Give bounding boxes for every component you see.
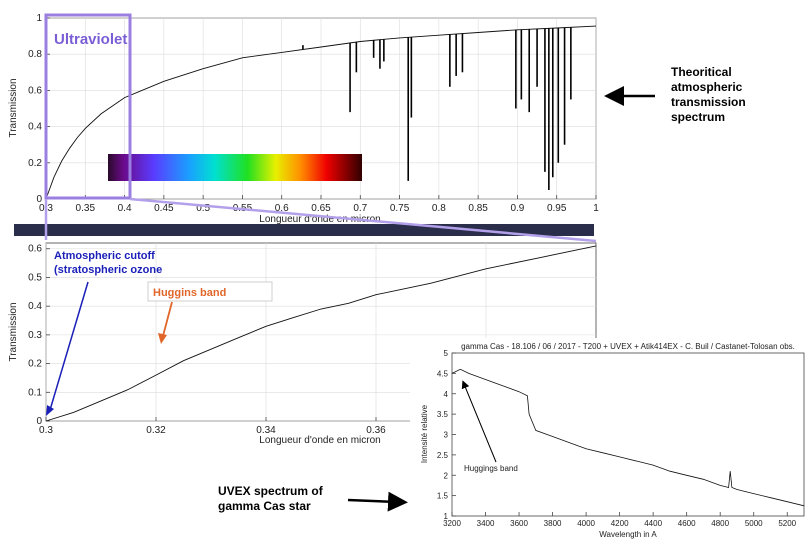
uvex-ytick-label: 3 — [444, 431, 449, 440]
huggins-label-box — [147, 281, 273, 302]
zoom-ytick-label: 0 — [36, 416, 42, 427]
zoom-xtick-label: 0.36 — [366, 425, 386, 436]
uvex-line1: UVEX spectrum of — [218, 484, 324, 498]
top-ylabel: Transmission — [8, 78, 19, 137]
top-xtick-label: 0.9 — [510, 203, 524, 214]
zoom-xtick-label: 0.32 — [146, 425, 166, 436]
uvex-xtick-label: 4200 — [611, 519, 629, 528]
huggings-label: Huggings band — [464, 464, 518, 473]
uvex-line2: gamma Cas star — [218, 499, 311, 513]
top-ytick-label: 1 — [36, 13, 42, 24]
zoom-ytick-label: 0.3 — [28, 330, 42, 341]
top-xtick-label: 0.65 — [311, 203, 331, 214]
top-xtick-label: 0.8 — [432, 203, 446, 214]
uvex-xtick-label: 4000 — [577, 519, 595, 528]
huggins-label: Huggins band — [153, 287, 226, 299]
top-xtick-label: 0.6 — [275, 203, 289, 214]
top-xlabel: Longueur d'onde en micron — [259, 214, 380, 225]
huggins-arrow — [162, 301, 173, 337]
zoom-ytick-label: 0.1 — [28, 387, 42, 398]
cutoff-arrow — [49, 281, 89, 411]
uvex-series-line — [451, 368, 805, 507]
top-transmission-line — [45, 25, 597, 200]
uvex-xtick-label: 3600 — [510, 519, 528, 528]
cutoff-line1: Atmospheric cutoff — [54, 250, 155, 262]
uvex-ytick-label: 4.5 — [437, 369, 449, 378]
top-xtick-label: 0.85 — [468, 203, 488, 214]
ultraviolet-label: Ultraviolet — [54, 31, 127, 48]
uvex-xtick-label: 3400 — [477, 519, 495, 528]
uvex-xtick-label: 4400 — [644, 519, 662, 528]
theoretical-line1: Theoritical — [671, 65, 732, 79]
top-xtick-label: 0.35 — [76, 203, 96, 214]
zoom-xtick-label: 0.34 — [256, 425, 276, 436]
top-chart: 0.30.350.40.450.50.550.60.650.70.750.80.… — [8, 13, 599, 225]
theoretical-line4: spectrum — [671, 110, 725, 124]
uvex-ytick-label: 1.5 — [437, 492, 449, 501]
zoom-series-line — [45, 245, 597, 422]
zoom-connector-line — [129, 197, 597, 243]
uvex-xlabel: Wavelength in A — [599, 530, 657, 539]
huggings-arrow — [461, 380, 497, 463]
uvex-chart: gamma Cas - 18.106 / 06 / 2017 - T200 + … — [410, 338, 810, 543]
zoom-ytick-label: 0.5 — [28, 272, 42, 283]
top-xtick-label: 0.95 — [547, 203, 567, 214]
top-ytick-label: 0.4 — [28, 122, 42, 133]
zoom-xlabel: Longueur d'onde en micron — [259, 435, 380, 446]
top-ytick-label: 0 — [36, 194, 42, 205]
uvex-xtick-label: 5000 — [745, 519, 763, 528]
top-xtick-label: 1 — [593, 203, 599, 214]
top-xtick-label: 0.4 — [118, 203, 132, 214]
zoom-ylabel: Transmission — [8, 302, 19, 361]
zoom-ytick-label: 0.6 — [28, 244, 42, 255]
theoretical-line3: transmission — [671, 95, 746, 109]
top-xtick-label: 0.7 — [353, 203, 367, 214]
uvex-arrow — [347, 491, 408, 512]
cutoff-line2: (stratospheric ozone — [54, 264, 162, 276]
top-ytick-label: 0.2 — [28, 158, 42, 169]
uvex-xtick-label: 4800 — [711, 519, 729, 528]
zoom-xtick-label: 0.3 — [39, 425, 53, 436]
zoom-transmission-line — [45, 245, 597, 422]
huggins-arrowhead — [158, 333, 167, 344]
top-xtick-label: 0.5 — [196, 203, 210, 214]
top-xtick-label: 0.75 — [390, 203, 410, 214]
cutoff-annotation: Atmospheric cutoff (stratospheric ozone — [46, 250, 162, 416]
uvex-ytick-label: 1 — [444, 512, 449, 521]
cutoff-arrowhead — [46, 405, 54, 416]
zoom-ytick-label: 0.2 — [28, 359, 42, 370]
visible-spectrum-bar — [108, 154, 362, 181]
uvex-ytick-label: 4 — [444, 390, 449, 399]
zoom-ytick-label: 0.4 — [28, 301, 42, 312]
uvex-plot-area — [451, 352, 805, 517]
uvex-title: gamma Cas - 18.106 / 06 / 2017 - T200 + … — [461, 342, 795, 351]
ultraviolet-highlight-box — [44, 13, 132, 200]
uvex-ylabel: Intensité relative — [420, 404, 429, 463]
uvex-spectrum-line — [451, 368, 805, 507]
top-xtick-label: 0.45 — [154, 203, 174, 214]
zoom-tick-labels: 0.30.320.340.360.3800.10.20.30.40.50.6 — [28, 244, 496, 436]
top-ytick-label: 0.6 — [28, 85, 42, 96]
uvex-ytick-label: 2 — [444, 471, 449, 480]
uvex-ytick-label: 2.5 — [437, 451, 449, 460]
theoretical-line2: atmospheric — [671, 80, 743, 94]
uvex-ytick-label: 3.5 — [437, 410, 449, 419]
uvex-xtick-label: 3200 — [443, 519, 461, 528]
theoretical-label: Theoritical atmospheric transmission spe… — [604, 65, 746, 124]
top-ytick-label: 0.8 — [28, 49, 42, 60]
zoom-chart: 0.30.320.340.360.3800.10.20.30.40.50.6 L… — [8, 242, 597, 446]
uvex-xtick-label: 5200 — [778, 519, 796, 528]
uvex-xtick-label: 3800 — [544, 519, 562, 528]
huggins-annotation: Huggins band — [147, 281, 273, 344]
uvex-tick-labels: 3200 3400 3600 3800 4000 4200 4400 4600 4800 5000… — [437, 349, 797, 528]
uvex-ytick-label: 5 — [444, 349, 449, 358]
top-series-line — [45, 25, 597, 200]
uvex-xtick-label: 4600 — [678, 519, 696, 528]
uvex-label: UVEX spectrum of gamma Cas star — [218, 484, 408, 513]
